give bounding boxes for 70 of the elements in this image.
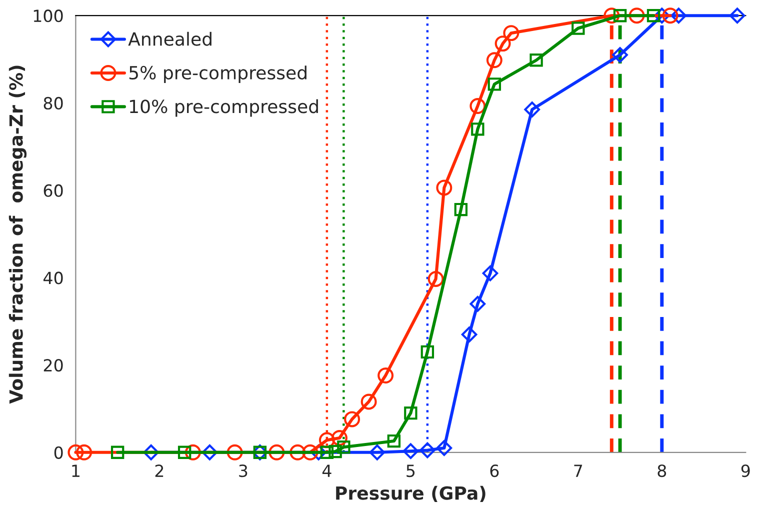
point [454, 202, 468, 216]
point [494, 36, 511, 52]
point [360, 394, 377, 410]
x-tick-label: 8 [658, 464, 666, 478]
point [378, 368, 394, 384]
point [332, 430, 348, 446]
point [344, 411, 360, 428]
x-tick-label: 5 [406, 464, 415, 478]
point [670, 8, 687, 24]
point [729, 8, 746, 24]
point [530, 54, 543, 67]
point [110, 446, 124, 459]
y-tick-label: 20 [44, 359, 63, 372]
point [184, 444, 201, 460]
point [420, 442, 436, 458]
x-tick-label: 9 [741, 464, 750, 478]
point [320, 446, 334, 459]
point [646, 9, 660, 22]
x-tick-label: 3 [239, 464, 248, 478]
point [369, 444, 386, 460]
legend-label: 5% pre-compressed [129, 66, 306, 84]
point [613, 9, 627, 22]
point [428, 271, 444, 287]
point [488, 78, 502, 91]
point [68, 444, 84, 460]
x-tick-label: 4 [322, 464, 332, 477]
point [436, 180, 452, 196]
point [654, 8, 670, 24]
point [628, 8, 645, 24]
y-tick-label: 60 [44, 184, 63, 197]
point [337, 440, 350, 454]
y-tick-label: 100 [34, 10, 63, 22]
point [662, 8, 678, 24]
y-tick-label: 40 [44, 272, 63, 284]
point [612, 46, 628, 63]
point [420, 345, 434, 359]
point [143, 444, 159, 460]
point [436, 440, 452, 456]
point [402, 443, 419, 460]
point [572, 22, 585, 35]
point [471, 122, 484, 136]
point [404, 406, 418, 420]
point [503, 25, 520, 42]
x-tick-label: 7 [574, 464, 582, 477]
point [178, 446, 192, 459]
point [302, 444, 318, 460]
x-tick-label: 2 [155, 464, 164, 477]
point [470, 296, 486, 312]
x-tick-label: 6 [490, 464, 499, 478]
point [328, 444, 342, 458]
y-axis-title: Volume fraction of omega-Zr (%) [8, 66, 27, 404]
point [76, 444, 92, 460]
point [268, 444, 285, 460]
point [482, 265, 498, 282]
x-axis-title: Pressure (GPa) [336, 486, 486, 502]
point [470, 98, 486, 114]
y-tick-label: 0 [54, 446, 63, 459]
point [202, 444, 218, 460]
x-tick-label: 1 [72, 464, 80, 477]
point [461, 326, 478, 342]
legend-label: 10% pre-compressed [130, 99, 318, 117]
y-tick-label: 80 [44, 96, 63, 110]
point [486, 52, 502, 68]
point [318, 432, 335, 448]
point [524, 102, 540, 118]
point [387, 434, 401, 448]
point [604, 8, 620, 24]
legend-label: Annealed [128, 32, 212, 46]
point [226, 444, 243, 460]
point [290, 444, 306, 460]
